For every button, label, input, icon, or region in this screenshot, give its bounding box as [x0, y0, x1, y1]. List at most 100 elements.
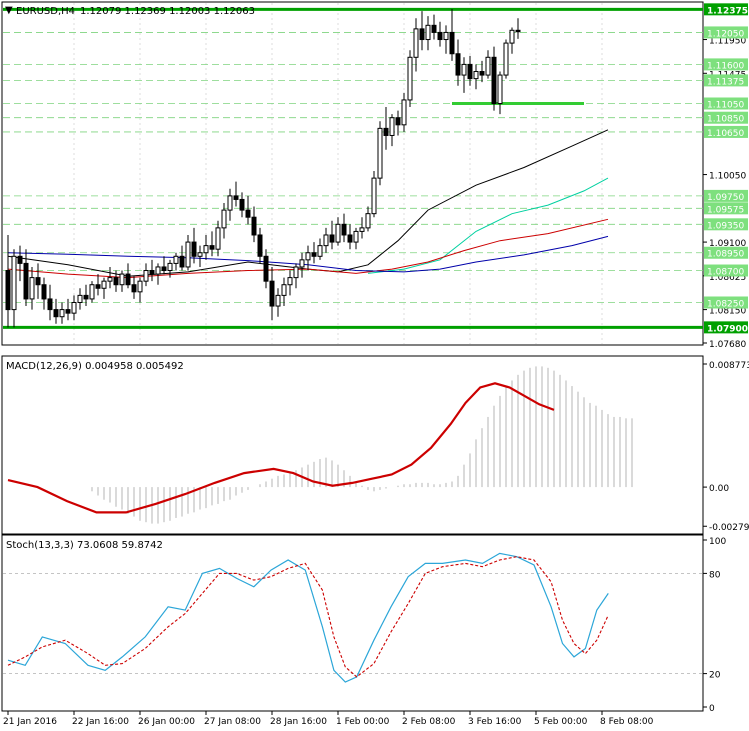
candle-body [131, 284, 137, 293]
moving-average-line [7, 129, 609, 277]
level-label-text: 1.11050 [707, 100, 744, 110]
candle-body [347, 234, 353, 243]
candle-body [203, 245, 209, 254]
candle-body [239, 198, 245, 211]
candle-body [449, 31, 455, 55]
candle-body [185, 241, 191, 268]
stoch-lines [7, 552, 609, 683]
symbol-triangle-icon[interactable]: ▼ [5, 5, 13, 16]
candle-body [293, 266, 299, 279]
candle-body [107, 277, 113, 282]
level-label-text: 1.08700 [707, 268, 744, 278]
candle-body [311, 252, 317, 257]
level-label-box [704, 264, 748, 277]
price-axis-label: 1.08150 [709, 307, 746, 317]
symbol-label: EURUSD,H4 [16, 6, 75, 17]
candle-body [125, 273, 131, 286]
stoch-axis-label: 80 [709, 570, 721, 580]
candle-body [155, 266, 161, 275]
candle-body [65, 309, 71, 314]
macd-panel-frame [1, 355, 704, 535]
candle-body [491, 56, 497, 104]
candle-body [191, 241, 197, 257]
stoch-axis-label: 100 [709, 537, 726, 547]
candle-body [263, 255, 269, 282]
candle-body [149, 270, 155, 275]
candle-body [95, 284, 101, 289]
level-labels: 1.12375 1.12050 1.11600 1.11375 1.11050 1.108… [704, 3, 748, 334]
candle-body [113, 277, 119, 286]
candle-body [251, 216, 257, 236]
candle-body [305, 252, 311, 261]
stoch-signal-line [7, 556, 609, 678]
price-axis-label: 1.07680 [709, 340, 746, 350]
time-axis-label: 2 Feb 08:00 [402, 717, 456, 727]
candle-body [431, 24, 437, 33]
level-label-box [704, 97, 748, 110]
level-label-text: 1.07900 [707, 324, 748, 334]
stoch-panel: 100 80 20 0 Stoch(13,3,3) 73.0608 59.8742 [1, 534, 726, 714]
macd-axis-label: -0.00279 [709, 523, 749, 533]
level-label-box [704, 246, 748, 259]
price-axis-label: 1.08625 [709, 273, 746, 283]
macd-signal-path [7, 382, 555, 514]
candle-body [413, 28, 419, 58]
level-label-box [704, 3, 748, 16]
time-axis-label: 1 Feb 00:00 [336, 717, 390, 727]
time-axis-label: 5 Feb 00:00 [534, 717, 588, 727]
candle-body [269, 280, 275, 307]
stoch-main-line [7, 552, 609, 683]
candle-body [215, 227, 221, 250]
level-label-box [704, 296, 748, 309]
candle-body [485, 56, 491, 76]
candle-body [389, 117, 395, 136]
candle-body [509, 29, 515, 44]
candle-body [461, 63, 467, 76]
candle-body [17, 255, 23, 264]
candle-body [167, 262, 173, 272]
level-label-box [704, 58, 748, 71]
time-axis: 21 Jan 2016 22 Jan 16:00 26 Jan 00:00 27 Ja… [3, 711, 654, 727]
candle-body [317, 245, 323, 257]
time-axis-label: 8 Feb 08:00 [600, 717, 654, 727]
level-label-text: 1.11600 [707, 61, 744, 71]
candle-body [407, 56, 413, 101]
candle-body [281, 284, 287, 296]
candle-body [395, 117, 401, 126]
level-label-text: 1.12375 [707, 6, 748, 16]
price-panel-frame [1, 1, 704, 346]
candle-body [353, 230, 359, 243]
candle-body [71, 301, 77, 314]
candle-body [143, 270, 149, 282]
candle-body [503, 42, 509, 76]
candle-body [323, 234, 329, 247]
level-label-text: 1.08250 [707, 299, 744, 309]
candle-body [257, 234, 263, 257]
candle-body [341, 223, 347, 236]
candle-body [479, 71, 485, 76]
candle-body [437, 31, 443, 41]
candle-body [41, 284, 47, 300]
time-axis-label: 22 Jan 16:00 [72, 717, 129, 727]
macd-axis: 0.008773 0.00 -0.00279 [703, 361, 749, 533]
level-label-text: 1.08950 [707, 250, 744, 260]
candle-body [401, 99, 407, 126]
time-axis-label: 28 Jan 16:00 [270, 717, 327, 727]
candle-body [29, 277, 35, 300]
level-label-text: 1.12050 [707, 29, 744, 39]
macd-panel: 0.008773 0.00 -0.00279 MACD(12,26,9) 0.004… [1, 355, 749, 535]
candle-body [335, 223, 341, 243]
stoch-panel-frame [1, 534, 704, 712]
level-label-text: 1.09750 [707, 193, 744, 203]
candles [5, 8, 521, 328]
time-axis-label: 26 Jan 00:00 [138, 717, 195, 727]
price-axis-label: 1.10050 [709, 172, 746, 182]
level-label-box [704, 26, 748, 39]
candle-body [53, 309, 59, 318]
level-label-text: 1.10650 [707, 129, 744, 139]
macd-title: MACD(12,26,9) 0.004958 0.005492 [6, 361, 184, 372]
stoch-axis: 100 80 20 0 [703, 537, 726, 714]
moving-average-line [367, 177, 609, 274]
macd-histogram [91, 366, 633, 524]
